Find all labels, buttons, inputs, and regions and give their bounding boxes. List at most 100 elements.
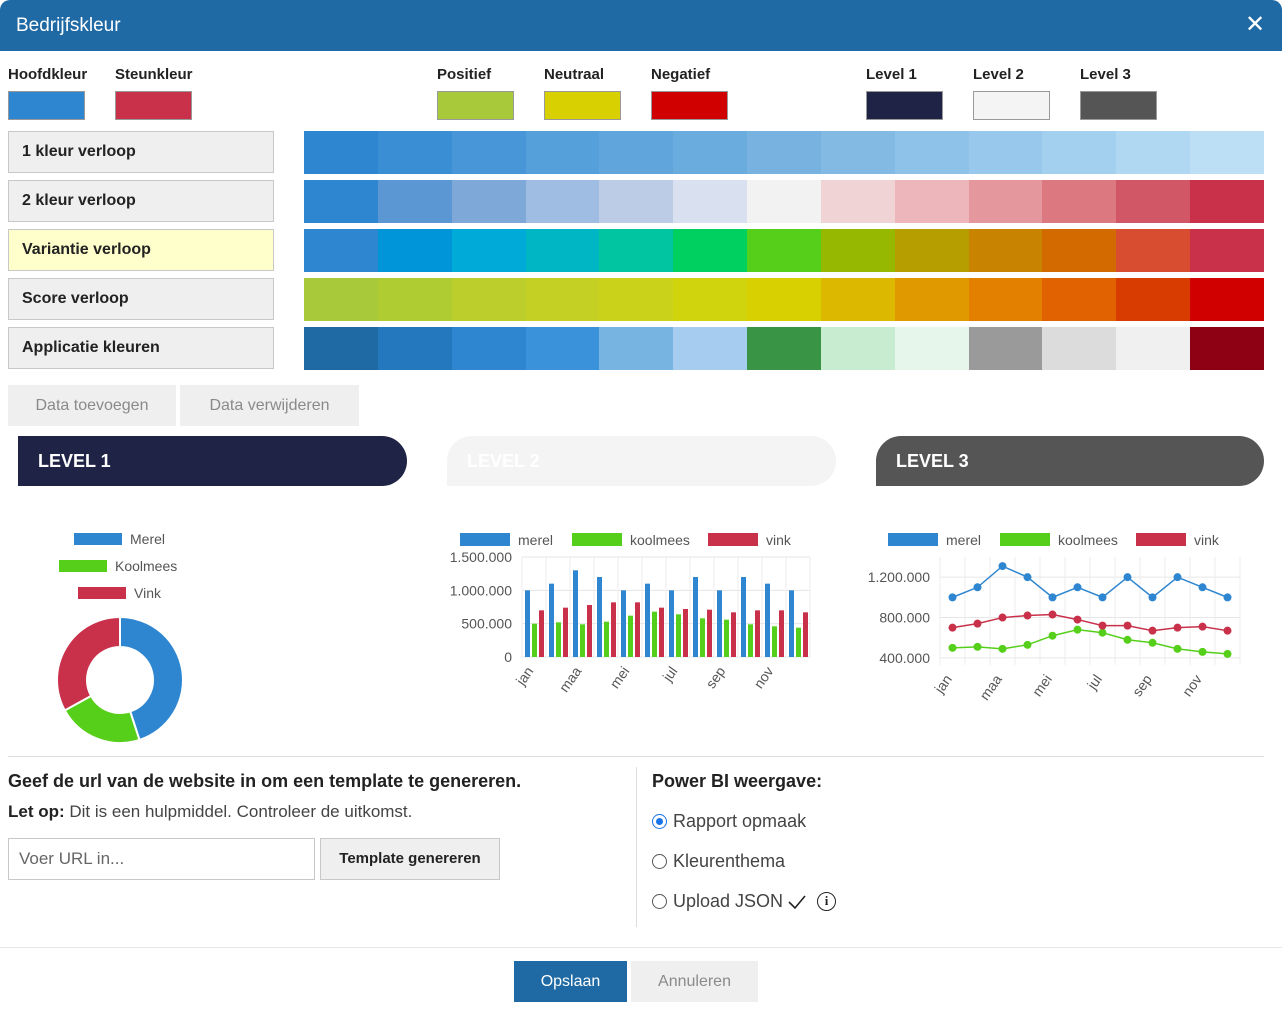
data-point <box>998 613 1007 622</box>
bar <box>635 602 640 657</box>
swatch-level1[interactable]: Level 1 <box>866 66 943 120</box>
gradient-cell <box>377 180 452 223</box>
color-swatch[interactable] <box>866 91 943 120</box>
data-point <box>1148 593 1157 602</box>
gradient-button-variantie[interactable]: Variantie verloop <box>8 229 274 271</box>
legend-label: Merel <box>130 531 165 547</box>
bar <box>789 590 794 657</box>
swatch-neutraal[interactable]: Neutraal <box>544 66 621 120</box>
bar <box>539 610 544 657</box>
generate-template-button[interactable]: Template genereren <box>320 838 500 880</box>
y-tick-label: 1.000.000 <box>450 582 512 598</box>
swatch-positief[interactable]: Positief <box>437 66 514 120</box>
cancel-button[interactable]: Annuleren <box>631 961 758 1002</box>
data-point <box>1223 593 1232 602</box>
bar <box>573 570 578 657</box>
gradient-cell <box>451 278 526 321</box>
color-swatch[interactable] <box>437 91 514 120</box>
data-point <box>1073 625 1082 634</box>
color-swatch[interactable] <box>544 91 621 120</box>
bar <box>669 590 674 657</box>
bar <box>755 610 760 657</box>
note-text: Dit is een hulpmiddel. Controleer de uit… <box>64 802 413 821</box>
y-tick-label: 1.200.000 <box>868 569 930 585</box>
gradient-cell <box>747 180 821 223</box>
bar <box>693 577 698 657</box>
swatch-level3[interactable]: Level 3 <box>1080 66 1157 120</box>
color-swatch[interactable] <box>973 91 1050 120</box>
x-tick-label: jan <box>512 664 536 689</box>
x-tick-label: maa <box>976 671 1005 703</box>
gradient-cell <box>451 327 526 370</box>
y-tick-label: 800.000 <box>879 610 930 626</box>
radio-button[interactable] <box>652 854 667 869</box>
x-tick-label: nov <box>750 664 776 692</box>
gradient-button-1-kleur[interactable]: 1 kleur verloop <box>8 131 274 173</box>
gradient-cell <box>599 327 674 370</box>
swatch-hoofdkleur[interactable]: Hoofdkleur <box>8 66 87 120</box>
data-point <box>948 623 957 632</box>
gradient-cell <box>968 327 1043 370</box>
x-tick-label: mei <box>1029 672 1055 700</box>
save-button[interactable]: Opslaan <box>514 961 627 1002</box>
color-swatch[interactable] <box>651 91 728 120</box>
url-section-note: Let op: Dit is een hulpmiddel. Controlee… <box>8 802 412 822</box>
radio-button[interactable] <box>652 814 667 829</box>
gradient-cell <box>599 131 674 174</box>
data-point <box>1198 583 1207 592</box>
data-point <box>1123 635 1132 644</box>
gradient-cell <box>377 229 452 272</box>
gradient-cell <box>1042 131 1117 174</box>
gradient-button-score[interactable]: Score verloop <box>8 278 274 320</box>
series-line <box>952 565 1228 599</box>
legend-swatch <box>888 533 938 546</box>
bar <box>765 583 770 657</box>
gradient-cell <box>1190 278 1264 321</box>
gradient-row-score <box>304 278 1264 321</box>
column-divider <box>636 767 637 927</box>
bar <box>717 590 722 657</box>
close-icon[interactable]: ✕ <box>1244 11 1266 38</box>
legend-label: merel <box>946 532 981 548</box>
swatch-label: Negatief <box>651 66 711 83</box>
add-data-button[interactable]: Data toevoegen <box>8 385 176 426</box>
y-tick-label: 0 <box>504 649 512 665</box>
bar <box>700 618 705 657</box>
color-swatch[interactable] <box>115 91 192 120</box>
gradient-cell <box>894 278 969 321</box>
info-icon[interactable]: i <box>817 892 837 911</box>
swatch-label: Level 1 <box>866 66 917 83</box>
remove-data-button[interactable]: Data verwijderen <box>180 385 359 426</box>
radio-rapport-opmaak[interactable]: Rapport opmaak <box>652 811 806 832</box>
legend-label: vink <box>1194 532 1220 548</box>
gradient-button-2-kleur[interactable]: 2 kleur verloop <box>8 180 274 222</box>
gradient-cell <box>820 180 895 223</box>
gradient-cell <box>1042 229 1117 272</box>
x-tick-label: sep <box>1129 671 1155 699</box>
data-point <box>1073 583 1082 592</box>
gradient-button-applicatie[interactable]: Applicatie kleuren <box>8 327 274 369</box>
color-swatch[interactable] <box>8 91 85 120</box>
swatch-label: Neutraal <box>544 66 605 83</box>
swatch-level2[interactable]: Level 2 <box>973 66 1050 120</box>
gradient-cell <box>747 229 821 272</box>
level-2-header: LEVEL 2 <box>447 436 836 486</box>
radio-button[interactable] <box>652 894 667 909</box>
url-input[interactable] <box>8 838 315 880</box>
y-tick-label: 500.000 <box>461 616 512 632</box>
swatch-negatief[interactable]: Negatief <box>651 66 728 120</box>
legend-label: koolmees <box>630 532 690 548</box>
radio-upload-json[interactable]: Upload JSON i <box>652 891 837 912</box>
y-tick-label: 400.000 <box>879 650 930 666</box>
data-point <box>1148 626 1157 635</box>
gradient-cell <box>599 278 674 321</box>
color-swatch[interactable] <box>1080 91 1157 120</box>
swatch-steunkleur[interactable]: Steunkleur <box>115 66 193 120</box>
radio-kleurenthema[interactable]: Kleurenthema <box>652 851 785 872</box>
gradient-cell <box>968 229 1043 272</box>
data-point <box>1023 640 1032 649</box>
gradient-cell <box>1042 180 1117 223</box>
bar <box>532 623 537 657</box>
gradient-cell <box>304 327 378 370</box>
data-point <box>1123 573 1132 582</box>
